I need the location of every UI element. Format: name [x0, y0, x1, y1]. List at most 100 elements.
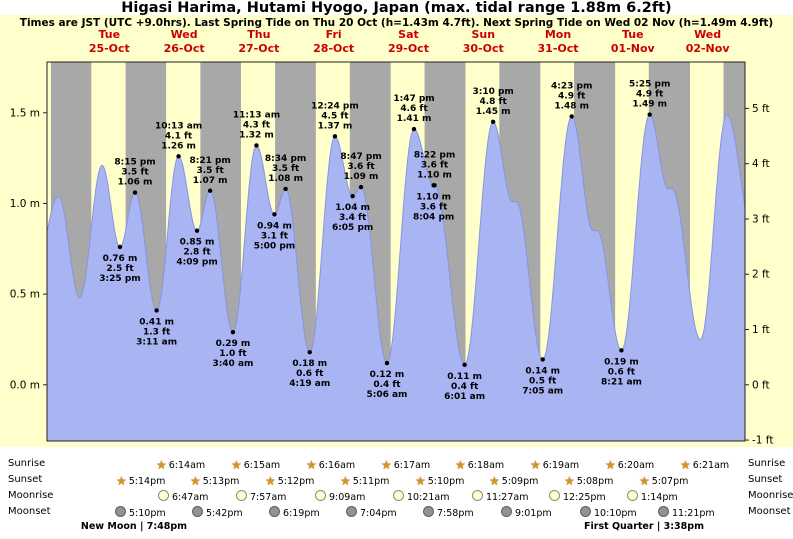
- moonset-time: 5:10pm: [129, 508, 166, 519]
- y-axis-label-ft: 2 ft: [752, 269, 770, 281]
- moonrise-icon: [158, 490, 169, 501]
- sunrise-entry: ★ 6:21am: [680, 458, 729, 472]
- date-label: Wed 02-Nov: [686, 28, 731, 55]
- sunset-row-label-right: Sunset: [748, 474, 783, 485]
- low-tide-label: 0.29 m 1.0 ft 3:40 am: [212, 339, 253, 369]
- moonrise-icon: [549, 490, 560, 501]
- tide-extreme-dot: [647, 112, 652, 117]
- low-tide-label: 0.94 m 3.1 ft 5:00 pm: [254, 221, 295, 251]
- sunrise-entry: ★ 6:15am: [231, 458, 280, 472]
- date-label: Sat 29-Oct: [388, 28, 429, 55]
- moonrise-icon: [315, 490, 326, 501]
- tide-extreme-dot: [117, 244, 123, 250]
- moonset-time: 11:21pm: [672, 508, 715, 519]
- sunset-star-icon: ★: [415, 474, 426, 488]
- tide-extreme-dot: [540, 357, 545, 362]
- tide-extreme-dot: [462, 362, 467, 368]
- tide-extreme-dot: [432, 183, 437, 188]
- date-label: Mon 31-Oct: [538, 28, 579, 55]
- sunrise-entry: ★ 6:19am: [530, 458, 579, 472]
- sunrise-entry: ★ 6:14am: [156, 458, 205, 472]
- low-tide-label: 1.10 m 3.6 ft 8:04 pm: [413, 192, 454, 222]
- plot-border: [46, 61, 746, 442]
- moonset-icon: [269, 506, 280, 517]
- moonset-time: 9:01pm: [515, 508, 552, 519]
- date-label: Thu 27-Oct: [238, 28, 279, 55]
- sunrise-time: 6:19am: [542, 460, 580, 471]
- date-label: Wed 26-Oct: [164, 28, 205, 55]
- date-label: Fri 28-Oct: [313, 28, 354, 55]
- high-tide-label: 8:15 pm 3.5 ft 1.06 m: [114, 158, 155, 188]
- sunrise-time: 6:17am: [393, 460, 431, 471]
- tide-extreme-dot: [194, 228, 200, 233]
- moonset-entry: 10:10pm: [580, 506, 637, 519]
- sunrise-star-icon: ★: [381, 458, 392, 472]
- y-axis-label-m: 1.0 m: [10, 198, 40, 210]
- moonset-icon: [580, 506, 591, 517]
- moonset-time: 7:58pm: [437, 508, 474, 519]
- sunrise-row-label-left: Sunrise: [8, 458, 46, 469]
- moonset-icon: [501, 506, 512, 517]
- moonset-entry: 5:10pm: [115, 506, 166, 519]
- high-tide-label: 8:47 pm 3.6 ft 1.09 m: [340, 152, 381, 182]
- low-tide-label: 1.04 m 3.4 ft 6:05 pm: [332, 203, 373, 233]
- high-tide-label: 10:13 am 4.1 ft 1.26 m: [155, 121, 202, 151]
- sunset-entry: ★ 5:11pm: [340, 474, 389, 488]
- moonrise-entry: 1:14pm: [627, 490, 678, 503]
- tide-extreme-dot: [384, 360, 390, 366]
- sunset-time: 5:08pm: [576, 476, 614, 487]
- moonset-icon: [346, 506, 357, 517]
- tide-extreme-dot: [207, 188, 213, 193]
- y-axis-label-ft: 5 ft: [752, 103, 770, 115]
- sunset-star-icon: ★: [190, 474, 201, 488]
- moonrise-icon: [472, 490, 483, 501]
- sunrise-time: 6:20am: [617, 460, 655, 471]
- sunrise-time: 6:21am: [692, 460, 730, 471]
- moonset-entry: 6:19pm: [269, 506, 320, 519]
- high-tide-label: 8:21 pm 3.5 ft 1.07 m: [189, 156, 230, 186]
- sunset-time: 5:11pm: [352, 476, 390, 487]
- moonset-icon: [658, 506, 669, 517]
- moonrise-row-label-right: Moonrise: [748, 490, 793, 501]
- moonrise-entry: 6:47am: [158, 490, 208, 503]
- high-tide-label: 11:13 am 4.3 ft 1.32 m: [233, 110, 280, 140]
- tide-area: [47, 114, 745, 441]
- moonset-entry: 11:21pm: [658, 506, 715, 519]
- sunrise-entry: ★ 6:17am: [381, 458, 430, 472]
- sunrise-entry: ★ 6:18am: [455, 458, 504, 472]
- low-tide-label: 0.12 m 0.4 ft 5:06 am: [366, 370, 407, 400]
- y-axis-label-m: 1.5 m: [10, 107, 40, 119]
- tide-extreme-dot: [332, 134, 338, 139]
- tide-extreme-dot: [272, 212, 277, 217]
- moonset-icon: [423, 506, 434, 517]
- low-tide-label: 0.76 m 2.5 ft 3:25 pm: [99, 254, 140, 284]
- moon-phase-note: First Quarter | 3:38pm: [584, 521, 704, 532]
- moonrise-time: 9:09am: [329, 492, 366, 503]
- sunset-star-icon: ★: [564, 474, 575, 488]
- sunset-star-icon: ★: [265, 474, 276, 488]
- sunset-entry: ★ 5:10pm: [415, 474, 464, 488]
- moonrise-time: 12:25pm: [563, 492, 606, 503]
- date-label: Tue 01-Nov: [611, 28, 656, 55]
- tide-extreme-dot: [490, 119, 496, 125]
- low-tide-label: 0.41 m 1.3 ft 3:11 am: [136, 317, 177, 347]
- sunset-star-icon: ★: [116, 474, 127, 488]
- moonset-icon: [192, 506, 203, 517]
- tide-extreme-dot: [411, 126, 417, 132]
- sunrise-star-icon: ★: [530, 458, 541, 472]
- sunrise-time: 6:15am: [243, 460, 281, 471]
- tide-extreme-dot: [132, 190, 138, 195]
- moonrise-icon: [627, 490, 638, 501]
- sunrise-star-icon: ★: [231, 458, 242, 472]
- tide-extreme-dot: [254, 143, 259, 148]
- sunset-star-icon: ★: [340, 474, 351, 488]
- sunset-entry: ★ 5:07pm: [639, 474, 688, 488]
- sunrise-star-icon: ★: [306, 458, 317, 472]
- moonset-time: 6:19pm: [283, 508, 320, 519]
- moonset-time: 5:42pm: [206, 508, 243, 519]
- moonrise-icon: [236, 490, 247, 501]
- tide-extreme-dot: [283, 186, 288, 192]
- moonrise-entry: 10:21am: [393, 490, 449, 503]
- moonrise-entry: 11:27am: [472, 490, 528, 503]
- sunset-star-icon: ★: [639, 474, 650, 488]
